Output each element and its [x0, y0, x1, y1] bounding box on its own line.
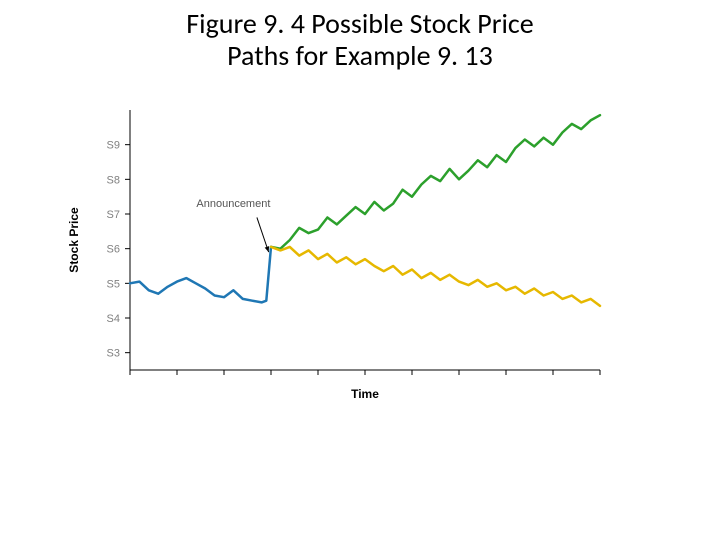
- figure-title-line2: Paths for Example 9. 13: [0, 40, 720, 72]
- figure-title-line1: Figure 9. 4 Possible Stock Price: [0, 8, 720, 40]
- y-tick-label: S7: [107, 209, 120, 221]
- y-tick-label: S8: [107, 174, 120, 186]
- y-tick-label: S5: [107, 278, 120, 290]
- annotation-text: Announcement: [196, 198, 270, 210]
- y-tick-label: S9: [107, 140, 120, 152]
- series-down: [271, 247, 600, 306]
- y-tick-label: S3: [107, 348, 120, 360]
- x-axis-label: Time: [351, 387, 379, 401]
- figure-title: Figure 9. 4 Possible Stock Price Paths f…: [0, 8, 720, 72]
- y-tick-label: S6: [107, 244, 120, 256]
- annotation-arrowhead: [265, 246, 269, 252]
- y-axis-label: Stock Price: [67, 207, 81, 273]
- series-up: [271, 115, 600, 249]
- chart-svg: S3 S4 S5 S6 S7 S8 S9 Time Stock Price Announcemen…: [60, 100, 620, 420]
- y-tick-label: S4: [107, 313, 120, 325]
- series-pre: [130, 247, 271, 303]
- stock-price-chart: S3 S4 S5 S6 S7 S8 S9 Time Stock Price Announcemen…: [60, 100, 620, 420]
